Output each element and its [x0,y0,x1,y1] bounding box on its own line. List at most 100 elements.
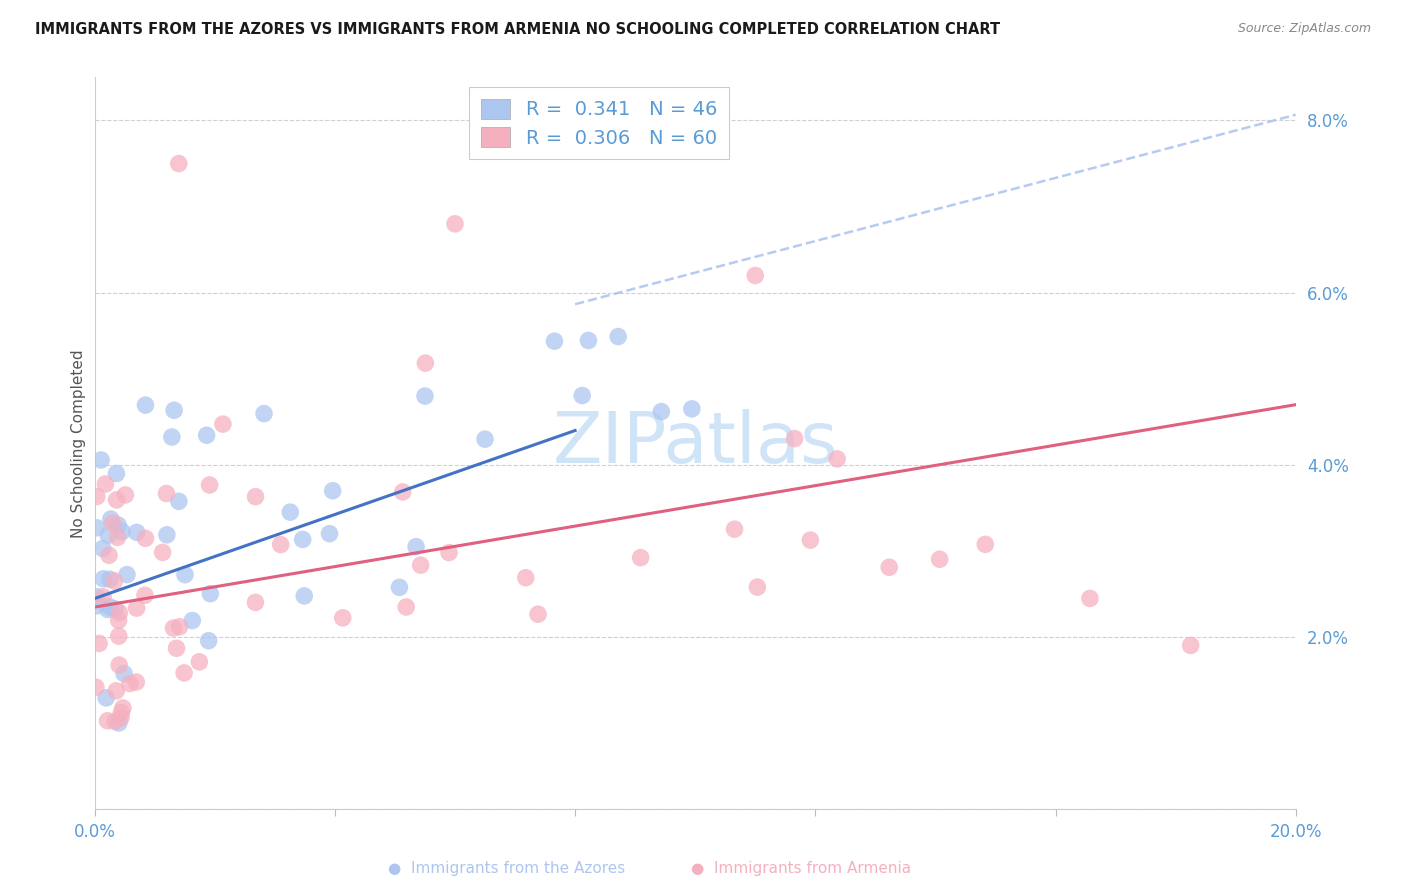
Point [105,492,128,507]
Point [86,590,108,604]
Point [86,599,108,613]
Point [245,595,267,609]
Point [100,512,122,526]
Point [86,521,108,535]
Point [681,401,703,416]
Point [111,701,134,715]
Point [96,714,118,728]
Point [89,636,111,650]
Point [630,550,652,565]
Point [108,658,131,673]
Point [388,580,411,594]
Point [291,533,314,547]
Point [90,453,112,467]
Point [723,522,745,536]
Point [110,706,132,720]
Point [391,485,413,500]
Point [409,558,432,573]
Point [405,540,427,554]
Point [270,537,292,551]
Point [173,665,195,680]
Point [94,477,117,491]
Point [134,588,156,602]
Point [107,613,129,627]
Point [91,541,114,556]
Point [94,690,117,705]
Point [125,601,148,615]
Point [110,711,132,725]
Point [578,334,600,348]
Point [160,430,183,444]
Point [84,680,107,694]
Point [98,549,121,563]
Point [415,356,437,370]
Point [181,614,204,628]
Point [437,545,460,559]
Point [125,525,148,540]
Legend: R =  0.341   N = 46, R =  0.306   N = 60: R = 0.341 N = 46, R = 0.306 N = 60 [470,87,728,160]
Point [395,599,418,614]
Point [162,621,184,635]
Point [974,537,997,551]
Point [112,666,135,681]
Point [747,580,769,594]
Point [188,655,211,669]
Y-axis label: No Schooling Completed: No Schooling Completed [72,349,86,538]
Point [543,334,565,349]
Point [118,676,141,690]
Point [607,329,630,343]
Point [107,518,129,533]
Text: Source: ZipAtlas.com: Source: ZipAtlas.com [1237,22,1371,36]
Point [107,530,129,544]
Point [108,606,131,620]
Point [474,432,496,446]
Point [111,524,134,539]
Point [195,428,218,442]
Point [93,572,115,586]
Point [292,589,315,603]
Text: ●  Immigrants from Armenia: ● Immigrants from Armenia [692,861,911,876]
Point [322,483,344,498]
Point [152,545,174,559]
Point [928,552,950,566]
Point [1180,639,1202,653]
Point [104,602,127,616]
Point [515,571,537,585]
Point [166,641,188,656]
Point [103,574,125,588]
Point [98,599,121,614]
Point [163,403,186,417]
Point [212,417,235,431]
Point [245,490,267,504]
Point [318,526,340,541]
Point [101,516,124,530]
Point [332,611,354,625]
Point [105,684,128,698]
Text: ZIPatlas: ZIPatlas [553,409,838,478]
Point [744,268,766,283]
Text: IMMIGRANTS FROM THE AZORES VS IMMIGRANTS FROM ARMENIA NO SCHOOLING COMPLETED COR: IMMIGRANTS FROM THE AZORES VS IMMIGRANTS… [35,22,1000,37]
Point [174,567,197,582]
Point [413,389,436,403]
Point [98,572,121,586]
Point [825,451,848,466]
Point [783,432,806,446]
Point [114,488,136,502]
Point [169,620,191,634]
Point [115,567,138,582]
Point [278,505,301,519]
Point [571,388,593,402]
Point [155,486,177,500]
Point [134,531,156,545]
Point [86,490,108,504]
Point [91,590,114,604]
Point [799,533,821,547]
Point [650,404,672,418]
Point [253,407,276,421]
Point [444,217,467,231]
Point [105,467,128,481]
Point [108,715,131,730]
Point [156,528,179,542]
Point [877,560,900,574]
Point [200,587,222,601]
